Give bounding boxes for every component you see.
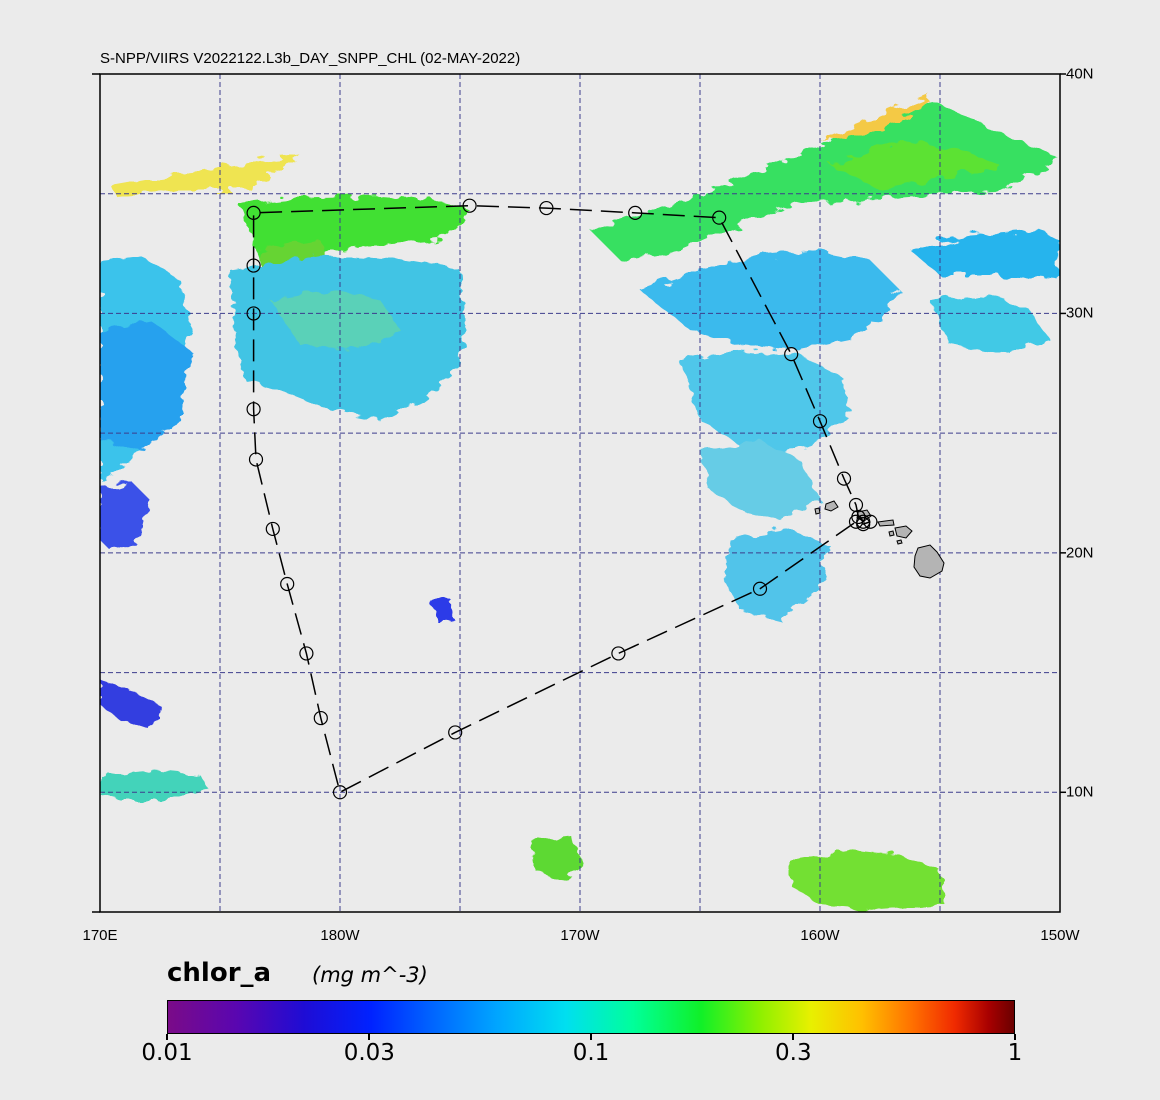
island-maui [894,525,913,539]
station-marker [313,710,328,726]
station-marker [784,347,799,362]
colorbar-tick-label: 0.3 [775,1040,812,1066]
colorbar-units: (mg m^-3) [312,963,428,987]
chlorophyll-swaths [100,95,1060,910]
station-marker [752,581,768,596]
station-marker [611,646,626,661]
station-marker [836,471,852,486]
station-marker [848,497,864,513]
graticule [100,74,1060,912]
island-niihau [814,507,821,515]
longitude-label: 160W [800,927,840,944]
station-marker [246,205,261,220]
axis-ticks [92,73,1066,913]
colorbar-tick-label: 0.1 [572,1040,610,1066]
colorbar-variable: chlor_a [167,958,272,988]
longitude-label: 150W [1040,927,1080,944]
station-marker [539,200,554,216]
island-kauai [824,500,839,512]
island-molokai [877,519,895,527]
latitude-label: 40N [1066,65,1094,83]
station-marker [332,785,348,800]
cruise-track [246,198,878,800]
station-marker [848,514,864,529]
latitude-label: 10N [1066,783,1094,801]
station-marker [462,198,477,213]
station-marker [280,576,295,592]
map-title: S-NPP/VIIRS V2022122.L3b_DAY_SNPP_CHL (0… [100,50,521,67]
station-marker [812,414,828,429]
colorbar-tick [1014,1034,1016,1040]
island-hawaii [913,544,945,579]
island-lanai [888,530,895,537]
station-marker [299,646,314,661]
latitude-label: 30N [1066,304,1094,322]
colorbar-tick-label: 0.01 [141,1040,193,1066]
island-kahoolawe [896,539,903,545]
colorbar-tick [792,1034,795,1040]
colorbar [167,1000,1015,1034]
colorbar-tick-label: 0.03 [343,1040,395,1066]
colorbar-tick [368,1034,371,1040]
station-marker [863,514,878,529]
latitude-label: 20N [1066,544,1094,562]
longitude-label: 170E [82,927,118,944]
station-marker [246,402,261,417]
colorbar-tick [590,1034,592,1040]
station-marker [628,205,643,220]
colorbar-tick-label: 1 [1007,1040,1023,1066]
station-marker [246,258,261,273]
station-marker [712,210,727,225]
cruise-track-line [252,204,871,794]
station-marker [248,452,264,467]
station-marker [448,725,463,740]
colorbar-tick [166,1034,168,1040]
longitude-label: 180W [320,927,360,944]
longitude-label: 170W [560,927,600,944]
map-frame [99,73,1061,913]
station-marker [856,517,871,532]
station-marker [265,521,280,537]
station-marker [246,306,261,321]
